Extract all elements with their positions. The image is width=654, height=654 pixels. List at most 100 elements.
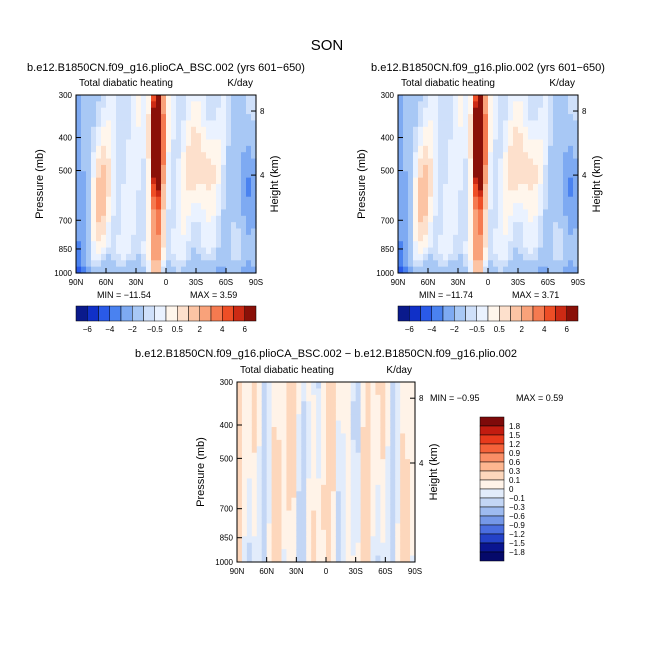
heatmap-cell (176, 107, 182, 115)
heatmap-cell (326, 446, 332, 454)
heatmap-cell (543, 209, 549, 217)
heatmap-cell (553, 222, 559, 230)
heatmap-cell (493, 133, 499, 141)
heatmap-cell (181, 177, 187, 185)
heatmap-cell (463, 222, 469, 230)
heatmap-cell (483, 145, 489, 153)
heatmap-cell (106, 253, 112, 261)
heatmap-cell (483, 209, 489, 217)
heatmap-cell (538, 139, 544, 147)
heatmap-cell (326, 439, 332, 447)
heatmap-cell (216, 171, 222, 179)
heatmap-cell (231, 145, 237, 153)
heatmap-cell (443, 126, 449, 134)
heatmap-cell (473, 209, 479, 217)
heatmap-cell (563, 95, 569, 102)
heatmap-cell (330, 555, 337, 563)
heatmap-cell (390, 446, 396, 454)
heatmap-cell (335, 439, 342, 447)
heatmap-cell (206, 152, 212, 160)
heatmap-cell (241, 414, 248, 422)
heatmap-cell (488, 107, 494, 115)
heatmap-cell (246, 120, 252, 128)
heatmap-cell (458, 101, 464, 109)
heatmap-cell (548, 145, 554, 153)
heatmap-cell (246, 126, 252, 134)
heatmap-cell (251, 459, 258, 467)
heatmap-cell (116, 266, 122, 274)
heatmap-cell (468, 120, 474, 128)
heatmap-cell (523, 133, 529, 141)
heatmap-cell (563, 114, 569, 122)
colorbar-swatch (479, 488, 505, 499)
heatmap-cell (533, 139, 539, 147)
heatmap-cell (508, 107, 514, 115)
heatmap-cell (286, 427, 292, 435)
heatmap-cell (523, 139, 529, 147)
heatmap-cell (423, 107, 429, 115)
heatmap-cell (335, 401, 342, 409)
heatmap-cell (286, 529, 292, 537)
heatmap-cell (196, 228, 202, 236)
heatmap-cell (76, 253, 82, 261)
heatmap-cell (256, 420, 263, 428)
heatmap-cell (306, 459, 312, 467)
heatmap-cell (453, 101, 459, 109)
heatmap-cell (360, 465, 367, 473)
heatmap-cell (281, 452, 288, 460)
heatmap-cell (528, 126, 534, 134)
heatmap-cell (405, 497, 411, 505)
heatmap-cell (241, 523, 248, 531)
heatmap-cell (405, 394, 411, 402)
heatmap-cell (463, 126, 469, 134)
heatmap-cell (196, 190, 202, 198)
heatmap-cell (405, 478, 411, 486)
heatmap-cell (286, 382, 292, 390)
heatmap-cell (390, 388, 396, 396)
heatmap-cell (390, 510, 396, 518)
heatmap-cell (181, 101, 187, 109)
heatmap-cell (321, 472, 327, 480)
heatmap-cell (390, 427, 396, 435)
heatmap-cell (121, 152, 127, 160)
heatmap-cell (568, 234, 574, 242)
heatmap-cell (281, 459, 288, 467)
heatmap-cell (433, 247, 439, 255)
heatmap-cell (276, 388, 283, 396)
heatmap-cell (236, 184, 242, 191)
heatmap-cell (221, 95, 227, 102)
heatmap-cell (86, 234, 92, 242)
heatmap-cell (291, 394, 297, 402)
heatmap-cell (418, 234, 424, 242)
heatmap-cell (398, 177, 404, 185)
heatmap-cell (166, 260, 172, 268)
heatmap-cell (355, 427, 362, 435)
heatmap-cell (246, 510, 253, 518)
heatmap-cell (428, 114, 434, 122)
heatmap-cell (206, 234, 212, 242)
heatmap-cell (211, 266, 217, 274)
heatmap-cell (126, 241, 132, 249)
heatmap-cell (196, 209, 202, 217)
colorbar-tick-label: −0.5 (469, 325, 485, 334)
heatmap-cell (246, 459, 253, 467)
heatmap-cell (281, 472, 288, 480)
heatmap-cell (350, 491, 357, 499)
y-tick-label: 700 (220, 505, 234, 514)
heatmap-cell (365, 549, 372, 557)
heatmap-cell (503, 247, 509, 255)
heatmap-cell (251, 420, 258, 428)
heatmap-cell (473, 107, 479, 115)
heatmap-cell (418, 107, 424, 115)
heatmap-cell (291, 472, 297, 480)
heatmap-cell (146, 241, 152, 249)
heatmap-cell (251, 164, 257, 172)
heatmap-cell (438, 228, 444, 236)
heatmap-cell (301, 555, 307, 563)
heatmap-cell (533, 209, 539, 217)
heatmap-cell (398, 126, 404, 134)
heatmap-cell (488, 215, 494, 223)
heatmap-cell (558, 241, 564, 249)
heatmap-cell (553, 203, 559, 211)
heatmap-cell (478, 139, 484, 147)
